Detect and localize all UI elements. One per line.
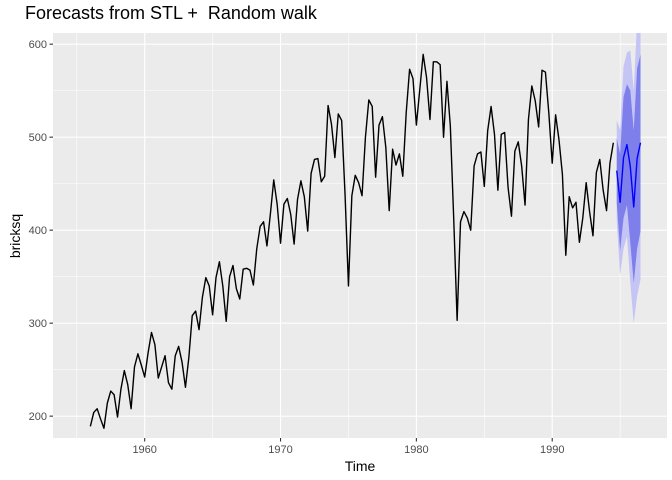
y-tick-label: 600: [29, 39, 47, 51]
y-tick-label: 200: [29, 411, 47, 423]
gridlines: [53, 33, 667, 438]
data-layer: [89, 33, 642, 429]
x-tick-label: 1960: [132, 444, 156, 456]
x-tick-label: 1980: [404, 444, 428, 456]
x-tick-label: 1990: [540, 444, 564, 456]
historical-series-line: [89, 53, 615, 429]
x-axis-title: Time: [345, 458, 376, 474]
y-tick-label: 400: [29, 225, 47, 237]
y-tick-label: 500: [29, 132, 47, 144]
y-tick-label: 300: [29, 318, 47, 330]
forecast-80-interval-band: [616, 54, 641, 284]
forecast-mean-line: [616, 142, 642, 208]
chart-title: Forecasts from STL + Random walk: [25, 3, 317, 23]
x-tick-label: 1970: [268, 444, 292, 456]
axes: 1960 1970 1980 1990 200 300 400 500 600: [29, 39, 565, 456]
y-axis-title: bricksq: [7, 214, 23, 258]
